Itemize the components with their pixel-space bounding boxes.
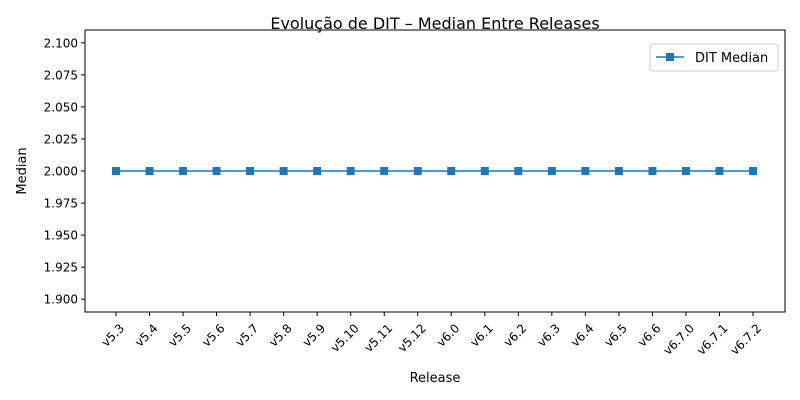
y-axis-label: Median [15, 147, 30, 194]
data-point [749, 167, 757, 175]
data-point [145, 167, 154, 175]
legend-entry-dit-median: DIT Median [695, 51, 768, 66]
data-point [346, 167, 355, 175]
x-axis-label: Release [410, 371, 461, 386]
y-tick-label: 2.050 [44, 100, 78, 114]
data-point [514, 167, 523, 175]
y-axis-ticks: 1.900 1.925 1.950 1.975 2.000 2.025 2.050 2.075… [44, 36, 85, 307]
plot-area [112, 167, 757, 175]
data-point [112, 167, 120, 175]
data-point [480, 167, 489, 175]
data-point [648, 167, 657, 175]
legend-marker-sample [666, 53, 674, 61]
data-point [681, 167, 690, 175]
legend: DIT Median [649, 43, 779, 72]
data-point [246, 167, 255, 175]
data-point [413, 167, 422, 175]
y-tick-label: 2.075 [44, 68, 78, 82]
y-tick-label: 1.925 [44, 261, 78, 275]
y-tick-label: 1.950 [44, 229, 78, 243]
y-tick-label: 2.100 [44, 36, 78, 50]
data-point [715, 167, 724, 175]
data-point [581, 167, 590, 175]
data-point [447, 167, 456, 175]
y-tick-label: 2.025 [44, 132, 78, 146]
legend-box [649, 43, 779, 72]
data-point [212, 167, 221, 175]
data-point [614, 167, 623, 175]
data-point [547, 167, 556, 175]
y-tick-label: 2.000 [44, 165, 78, 179]
data-point [313, 167, 322, 175]
chart-title: Evolução de DIT – Median Entre Releases [270, 14, 599, 33]
data-point [279, 167, 288, 175]
data-point [380, 167, 389, 175]
y-tick-label: 1.900 [44, 293, 78, 307]
y-tick-label: 1.975 [44, 197, 78, 211]
data-point [179, 167, 188, 175]
